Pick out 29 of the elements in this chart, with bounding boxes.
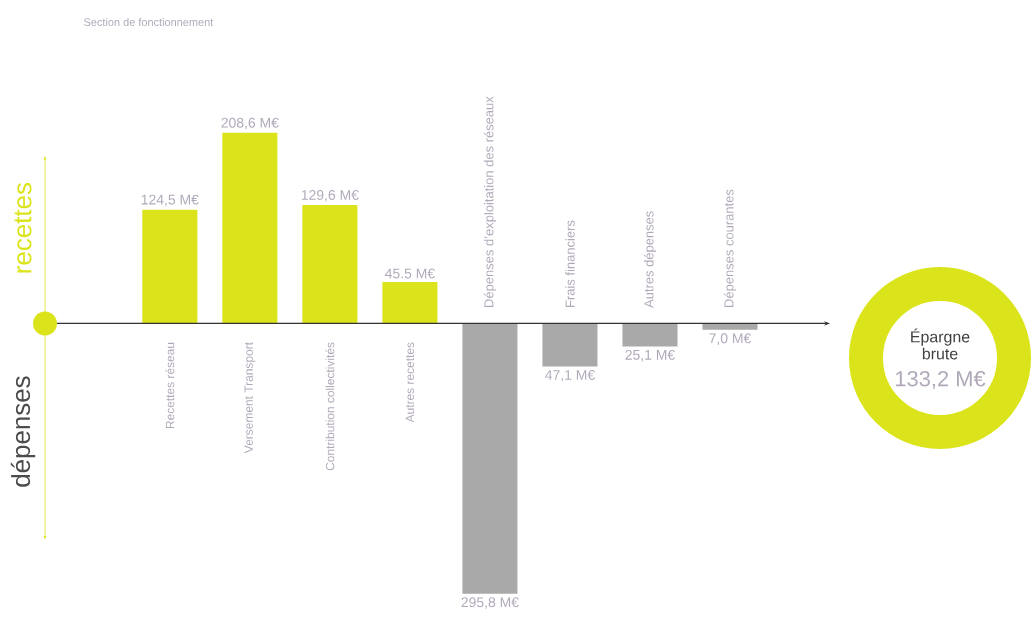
data-label: 124,5 M€ bbox=[141, 194, 199, 207]
x-tick-label: Recettes réseau bbox=[165, 342, 175, 429]
bar bbox=[462, 323, 518, 594]
bar bbox=[622, 323, 678, 347]
annotation: 25,1 M€ bbox=[625, 349, 675, 362]
annotation: 295,8 M€ bbox=[461, 597, 519, 609]
x-tick-label: Contribution collectivités bbox=[325, 342, 335, 471]
x-tick-label: Autres recettes bbox=[405, 342, 415, 423]
text: recettes bbox=[14, 183, 32, 273]
bar bbox=[542, 323, 598, 367]
bar bbox=[222, 132, 278, 324]
data-label: 45.5 M€ bbox=[385, 268, 435, 279]
chart-title: Section de fonctionnement bbox=[84, 17, 214, 27]
text: 133,2 M€ bbox=[895, 370, 986, 390]
bar bbox=[142, 209, 198, 324]
data-label: 208,6 M€ bbox=[221, 117, 279, 130]
text: dépenses bbox=[10, 376, 36, 487]
bar bbox=[382, 281, 438, 324]
x-tick-label: Dépenses courantes bbox=[723, 189, 737, 307]
data-label: 129,6 M€ bbox=[301, 189, 359, 202]
x-tick-label: Dépenses d’exploitation des réseaux bbox=[483, 96, 497, 307]
annotation: 7,0 M€ bbox=[709, 333, 752, 345]
x-tick-label: Versement Transport bbox=[244, 342, 256, 454]
x-tick-label: Frais financiers bbox=[565, 220, 575, 307]
bar bbox=[702, 323, 758, 330]
bar bbox=[302, 205, 358, 324]
text: Épargne brute bbox=[911, 328, 970, 360]
annotation: 47,1 M€ bbox=[545, 370, 595, 382]
x-tick-label: Autres dépenses bbox=[643, 211, 657, 308]
